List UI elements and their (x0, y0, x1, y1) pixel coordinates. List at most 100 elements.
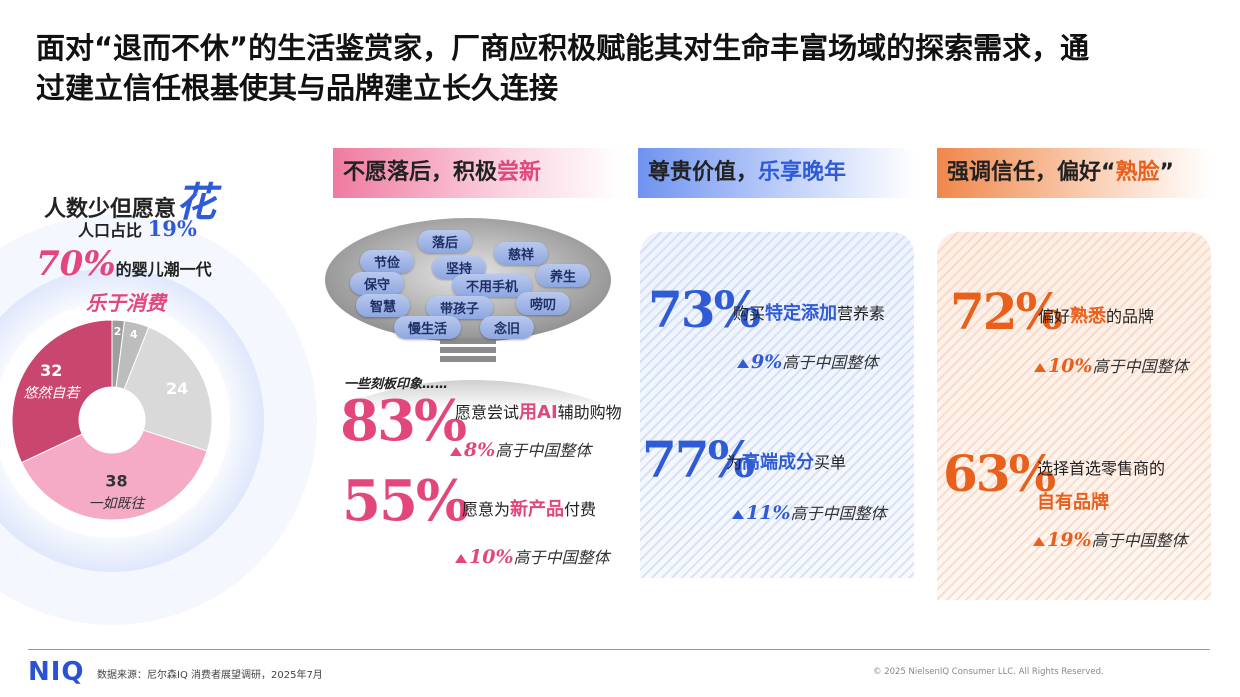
tag: 落后 (418, 230, 473, 253)
tag: 智慧 (356, 294, 411, 317)
t: 为 (726, 453, 743, 472)
t: 的品牌 (1106, 307, 1155, 326)
share-line: 人口占比 19% (78, 216, 197, 241)
t: 辅助购物 (557, 403, 622, 422)
stat-text: 愿意尝试用AI辅助购物 (455, 398, 622, 424)
t-em: 特定添加 (765, 303, 838, 324)
value-label: 38 (105, 471, 127, 490)
t: 付费 (564, 500, 597, 519)
stat-text: 偏好熟悉的品牌 (1038, 302, 1154, 328)
lift-value: 8% (464, 439, 496, 461)
stat-value: 72% (950, 282, 1063, 341)
stat-value: 83% (340, 388, 467, 454)
tag-cloud: 落后 节俭 慈祥 坚持 保守 不用手机 养生 智慧 带孩子 唠叨 慢生活 念旧 (320, 210, 630, 350)
arc (330, 380, 620, 410)
lift: 8%高于中国整体 (450, 437, 591, 461)
t: 愿意为 (462, 500, 511, 519)
lift-value: 10% (1048, 355, 1093, 377)
chevrons (440, 338, 496, 362)
value-label: 24 (166, 379, 188, 398)
lift-text: 高于中国整体 (1091, 531, 1188, 550)
panel (640, 232, 914, 578)
stat-value: 73% (648, 280, 761, 339)
share: 19% (147, 216, 197, 241)
title-line: 过建立信任根基使其与品牌建立长久连接 (36, 71, 559, 105)
source: 数据来源：尼尔森IQ 消费者展望调研，2025年7月 (97, 670, 323, 681)
up-icon (737, 359, 749, 368)
lift: 11%高于中国整体 (732, 500, 887, 524)
tag: 慈祥 (494, 242, 549, 265)
tag: 节俭 (360, 250, 415, 273)
heading-text: 人数少但愿意 (44, 197, 177, 222)
pct: 70% (36, 244, 116, 284)
t: 偏好 (1038, 307, 1071, 326)
stat-text: 选择首选零售商的 自有品牌 (1037, 452, 1165, 520)
t-em: 自有品牌 (1037, 492, 1109, 513)
t: 营养素 (837, 304, 886, 323)
category-label: 悠然自若 (23, 385, 81, 401)
column-header: 不愿落后，积极尝新 (333, 148, 621, 198)
share-label: 人口占比 (78, 221, 143, 240)
left-graphic: 2 4 24 38 一如既往 32 悠然自若 (0, 215, 317, 625)
value-label: 2 (114, 325, 122, 338)
value-label: 4 (130, 328, 138, 341)
t: 选择首选零售商的 (1037, 459, 1166, 478)
up-icon (1034, 363, 1046, 372)
donut-slice (20, 429, 208, 521)
donut-slice (11, 319, 113, 464)
tag: 坚持 (432, 256, 487, 279)
stat-text: 购买特定添加营养素 (733, 299, 885, 325)
up-icon (732, 510, 744, 519)
up-icon (1033, 537, 1045, 546)
up-icon (450, 447, 462, 456)
value-label: 32 (40, 361, 62, 380)
footer-rule (28, 649, 1210, 650)
column-header: 尊贵价值，乐享晚年 (638, 148, 916, 198)
tag: 慢生活 (394, 316, 462, 339)
tag: 唠叨 (516, 292, 571, 315)
t-em: 高端成分 (742, 452, 815, 473)
lift-text: 高于中国整体 (782, 353, 879, 372)
lift-value: 19% (1047, 529, 1092, 551)
tag: 带孩子 (426, 296, 494, 319)
lift: 10%高于中国整体 (455, 544, 610, 568)
header-text: 尊贵价值， (648, 160, 759, 185)
t-em: 用AI (519, 402, 558, 423)
category-label: 一如既往 (89, 496, 147, 512)
stat-value: 63% (943, 444, 1056, 503)
tag: 不用手机 (452, 274, 533, 297)
lift: 10%高于中国整体 (1034, 353, 1189, 377)
lift-value: 9% (751, 351, 783, 373)
heading-em: 花 (176, 180, 217, 226)
donut-slice (123, 326, 213, 452)
panel (937, 232, 1211, 600)
header-em: 乐享晚年 (758, 160, 847, 185)
t-em: 熟悉 (1070, 306, 1107, 327)
tag: 养生 (536, 264, 591, 287)
title: 面对“退而不休”的生活鉴赏家，厂商应积极赋能其对生命丰富场域的探索需求，通 过建… (36, 28, 1089, 108)
sub: 乐于消费 (86, 291, 166, 315)
header-em: 熟脸 (1115, 160, 1160, 185)
left-heading: 人数少但愿意花 (44, 170, 216, 228)
tag: 保守 (350, 272, 405, 295)
lift-text: 高于中国整体 (1092, 357, 1189, 376)
stat-text: 愿意为新产品付费 (462, 495, 596, 521)
stat-text: 为高端成分买单 (726, 448, 846, 474)
lift-value: 10% (469, 546, 514, 568)
t: 购买 (733, 304, 766, 323)
t: 买单 (814, 453, 847, 472)
header-text: ” (1159, 160, 1174, 185)
header-em: 尝新 (497, 160, 542, 185)
lift-text: 高于中国整体 (495, 441, 592, 460)
lift-text: 高于中国整体 (513, 548, 610, 567)
copyright: © 2025 NielsenIQ Consumer LLC. All Right… (873, 667, 1104, 677)
stat-value: 77% (642, 430, 755, 489)
up-icon (455, 554, 467, 563)
lift-text: 高于中国整体 (790, 504, 887, 523)
lift: 19%高于中国整体 (1033, 527, 1188, 551)
pct-line: 70%的婴儿潮一代 (36, 244, 212, 284)
stat-value: 55% (342, 468, 469, 534)
pct-text: 的婴儿潮一代 (115, 260, 212, 279)
header-text: 强调信任，偏好“ (947, 160, 1116, 185)
